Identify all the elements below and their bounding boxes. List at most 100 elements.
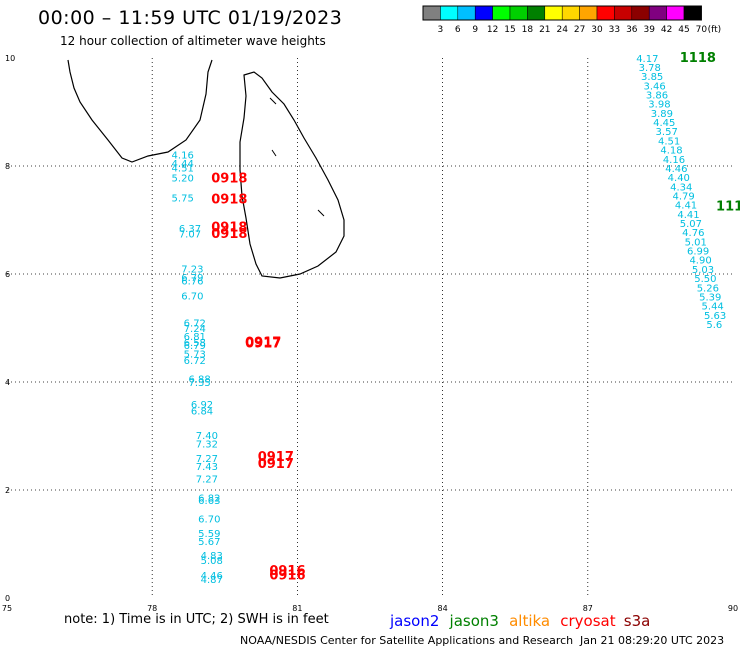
x-tick-label: 90 xyxy=(728,604,738,613)
swh-colorbar: 3 6 9 12 15 18 21 24 27 30 33 36 39 42 45 70 (ft) xyxy=(422,5,721,35)
legend-s3a: s3a xyxy=(623,612,651,630)
swh-value: 5.07 xyxy=(680,219,702,230)
page-subtitle: 12 hour collection of altimeter wave hei… xyxy=(60,34,326,48)
swh-value: 7.35 xyxy=(189,378,211,389)
footer-timestamp: Jan 21 08:29:20 UTC 2023 xyxy=(580,634,725,647)
colorbar-frame xyxy=(422,5,702,21)
swh-value: 6.79 xyxy=(181,273,203,284)
colorbar-tick: 15 xyxy=(504,25,515,35)
colorbar-swatch xyxy=(492,5,511,21)
swh-value: 5.44 xyxy=(702,302,724,313)
y-tick-label: 6 xyxy=(5,270,10,279)
swh-value: 6.37 xyxy=(179,224,201,235)
x-tick-label: 84 xyxy=(438,604,448,613)
swh-value: 5.63 xyxy=(704,311,726,322)
swh-value: 3.89 xyxy=(651,109,673,120)
colorbar-tick: 12 xyxy=(487,25,498,35)
colorbar-tick: 39 xyxy=(643,25,655,35)
swh-value: 4.44 xyxy=(172,159,194,170)
india-coastline xyxy=(67,59,213,163)
swh-value: 4.17 xyxy=(636,54,658,65)
swh-value: 6.92 xyxy=(191,400,213,411)
swh-value: 4.90 xyxy=(689,256,711,267)
swh-value: 7.27 xyxy=(196,474,218,485)
swh-value: 4.46 xyxy=(665,164,687,175)
colorbar-tick: 36 xyxy=(626,25,638,35)
colorbar-swatch xyxy=(457,5,476,21)
x-tick-label: 78 xyxy=(147,604,157,613)
swh-value: 7.24 xyxy=(184,324,206,335)
swh-value: 6.84 xyxy=(191,406,213,417)
colorbar-tick: 70 xyxy=(696,25,708,35)
mission-legend: jason2 jason3 altika cryosat s3a xyxy=(390,612,650,630)
y-tick-label: 2 xyxy=(5,486,10,495)
legend-jason3: jason3 xyxy=(449,612,499,630)
swh-value: 4.41 xyxy=(677,210,699,221)
colorbar-swatch xyxy=(596,5,615,21)
swh-value: 3.46 xyxy=(643,81,665,92)
legend-jason2: jason2 xyxy=(390,612,440,630)
swh-value: 4.45 xyxy=(653,118,675,129)
swh-value: 7.43 xyxy=(196,462,218,473)
swh-value: 4.76 xyxy=(682,228,704,239)
swh-value: 6.81 xyxy=(184,332,206,343)
swh-value: 7.07 xyxy=(179,229,201,240)
pass-time-label: 0917 xyxy=(258,450,294,465)
colorbar-swatch xyxy=(544,5,563,21)
swh-value: 7.23 xyxy=(181,264,203,275)
coastline-inlet xyxy=(269,97,325,217)
x-tick-label: 75 xyxy=(2,604,12,613)
swh-value: 4.79 xyxy=(673,191,695,202)
colorbar-tick: 42 xyxy=(661,25,672,35)
swh-value: 3.85 xyxy=(641,72,663,83)
swh-value: 6.72 xyxy=(184,318,206,329)
y-tick-label: 8 xyxy=(5,162,10,171)
swh-value: 4.16 xyxy=(172,150,194,161)
swh-value: 7.27 xyxy=(196,454,218,465)
swh-value: 6.76 xyxy=(181,276,203,287)
swh-value: 5.08 xyxy=(201,556,223,567)
colorbar-tick: 27 xyxy=(574,25,585,35)
swh-value: 4.18 xyxy=(660,146,682,157)
y-tick-label: 10 xyxy=(5,54,15,63)
pass-time-label: 0917 xyxy=(258,457,294,472)
legend-cryosat: cryosat xyxy=(560,612,616,630)
colorbar-swatch xyxy=(509,5,528,21)
colorbar-swatch xyxy=(440,5,459,21)
colorbar-swatch xyxy=(561,5,580,21)
colorbar-tick: 18 xyxy=(522,25,534,35)
swh-value: 4.34 xyxy=(670,182,692,193)
colorbar-swatch xyxy=(422,5,441,21)
swh-value: 5.20 xyxy=(172,174,194,185)
swh-value: 5.03 xyxy=(692,265,714,276)
colorbar-swatch xyxy=(579,5,598,21)
swh-value: 5.39 xyxy=(699,292,721,303)
page-title: 00:00 – 11:59 UTC 01/19/2023 xyxy=(38,7,343,29)
swh-value: 3.57 xyxy=(656,127,678,138)
swh-value: 4.51 xyxy=(658,136,680,147)
swh-value: 4.87 xyxy=(201,575,223,586)
swh-value: 4.46 xyxy=(201,571,223,582)
swh-value: 5.6 xyxy=(706,320,722,331)
swh-value: 3.98 xyxy=(648,100,670,111)
pass-time-label: 0916 xyxy=(269,569,305,584)
swh-value: 6.88 xyxy=(189,375,211,386)
colorbar-tick: 6 xyxy=(455,25,461,35)
colorbar-tick: 9 xyxy=(472,25,478,35)
swh-labels: 4.164.444.515.205.756.377.077.236.796.76… xyxy=(172,51,740,586)
colorbar-tick: 30 xyxy=(591,25,603,35)
swh-value: 4.51 xyxy=(172,163,194,174)
pass-time-label: 0918 xyxy=(211,172,247,187)
swh-value: 4.16 xyxy=(663,155,685,166)
pass-time-label: 1118 xyxy=(680,51,716,66)
swh-value: 6.63 xyxy=(198,496,220,507)
swh-value: 5.01 xyxy=(685,237,707,248)
swh-value: 4.41 xyxy=(675,201,697,212)
pass-time-label: 0918 xyxy=(211,227,247,242)
colorbar-swatch xyxy=(527,5,546,21)
x-tick-label: 81 xyxy=(292,604,302,613)
colorbar-swatch xyxy=(631,5,650,21)
colorbar-swatch xyxy=(666,5,685,21)
